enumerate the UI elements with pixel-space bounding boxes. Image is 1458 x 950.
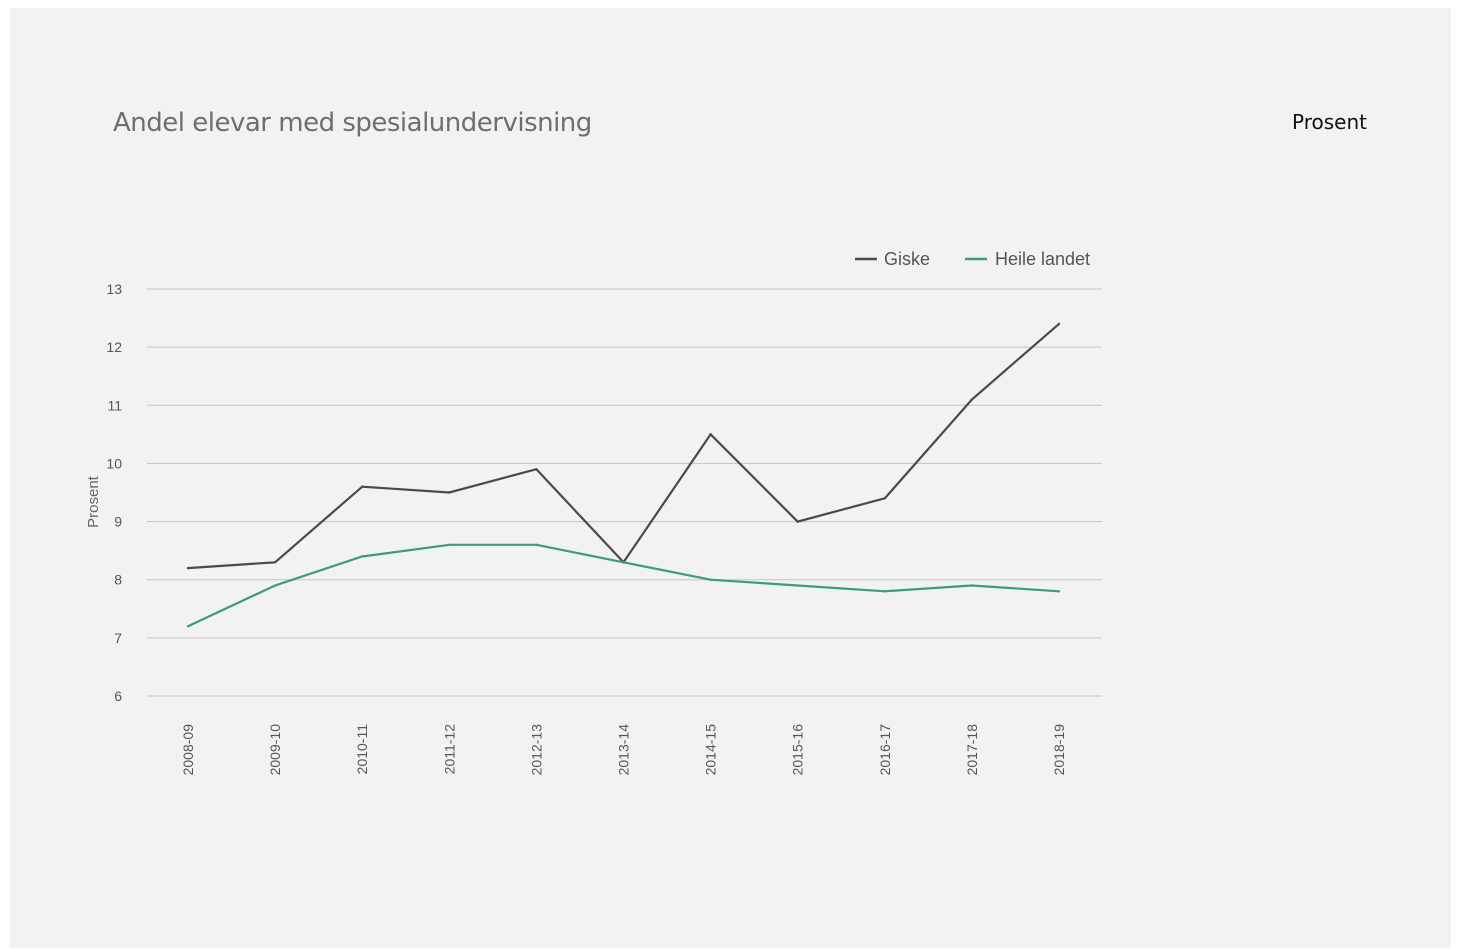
data-point xyxy=(709,433,712,436)
data-point xyxy=(1057,322,1061,326)
data-point xyxy=(883,497,886,500)
data-point xyxy=(622,561,625,564)
x-tick-label: 2016-17 xyxy=(877,724,893,776)
series-line-giske xyxy=(187,323,1060,570)
y-tick-label: 9 xyxy=(114,514,122,530)
series-lines xyxy=(186,322,1061,628)
y-tick-label: 11 xyxy=(107,397,122,413)
chart-title: Andel elevar med spesialundervisning xyxy=(113,108,592,138)
x-tick-label: 2018-19 xyxy=(1051,724,1067,776)
data-point xyxy=(709,578,712,581)
legend-label: Heile landet xyxy=(995,249,1090,269)
grid-lines xyxy=(147,288,1102,697)
y-axis-label: Prosent xyxy=(85,475,102,528)
legend-label: Giske xyxy=(884,249,930,269)
data-point xyxy=(448,543,451,547)
y-tick-label: 7 xyxy=(114,630,122,646)
data-point xyxy=(796,584,799,587)
x-tick-label: 2010-11 xyxy=(354,724,370,775)
x-axis-ticks: 2008-09 2009-10 2010-11 2011-12 2012-13 2013-… xyxy=(180,724,1067,776)
x-tick-label: 2011-12 xyxy=(441,724,457,775)
data-point xyxy=(273,561,277,564)
data-point xyxy=(535,468,538,471)
y-tick-label: 13 xyxy=(106,281,122,297)
data-point xyxy=(883,590,886,593)
data-point xyxy=(535,543,538,547)
data-point xyxy=(970,584,974,587)
y-tick-label: 8 xyxy=(114,572,122,588)
x-tick-label: 2012-13 xyxy=(528,724,544,776)
x-tick-label: 2013-14 xyxy=(616,724,632,776)
data-point xyxy=(361,485,364,488)
y-tick-label: 6 xyxy=(114,688,122,704)
data-point xyxy=(186,566,190,570)
y-tick-label: 12 xyxy=(106,339,122,355)
legend: Giske Heile landet xyxy=(855,249,1090,269)
data-point xyxy=(448,491,451,494)
data-point xyxy=(970,398,974,401)
y-axis-ticks: 6 7 8 9 10 11 12 13 xyxy=(106,281,122,704)
data-point xyxy=(186,625,190,628)
y-tick-label: 10 xyxy=(106,455,122,471)
x-tick-label: 2014-15 xyxy=(703,724,719,776)
data-point xyxy=(273,584,277,587)
unit-label: Prosent xyxy=(1292,110,1367,134)
data-point xyxy=(796,520,799,523)
x-tick-label: 2017-18 xyxy=(964,724,980,776)
data-point xyxy=(361,555,364,558)
chart-panel xyxy=(10,8,1451,948)
data-point xyxy=(1057,590,1061,593)
x-tick-label: 2015-16 xyxy=(790,724,806,776)
x-tick-label: 2009-10 xyxy=(267,724,283,776)
x-tick-label: 2008-09 xyxy=(180,724,196,776)
series-line-heile-landet xyxy=(187,543,1060,628)
